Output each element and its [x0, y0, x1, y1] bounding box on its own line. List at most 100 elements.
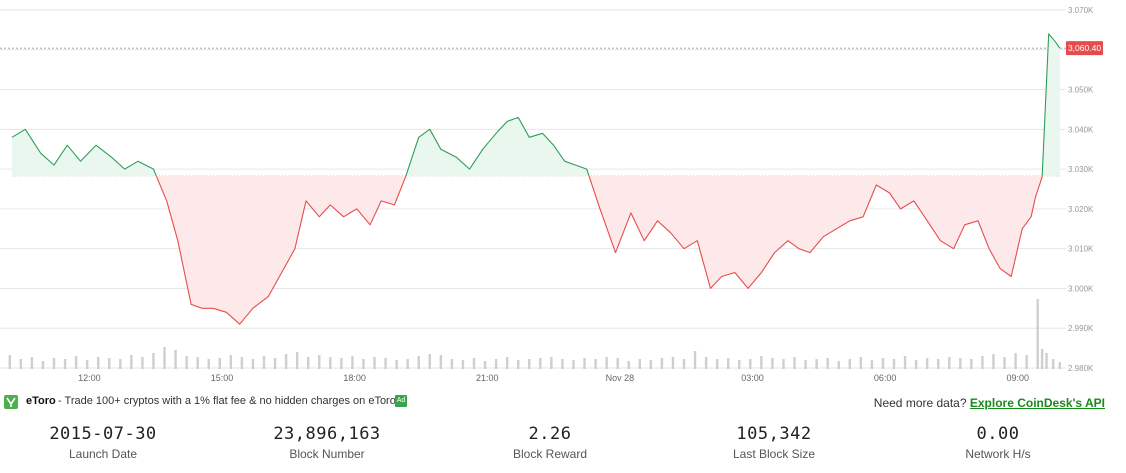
- volume-bar: [550, 357, 553, 369]
- volume-bar: [373, 357, 376, 369]
- volume-bar: [738, 360, 741, 369]
- ad-bar[interactable]: eToro - Trade 100+ cryptos with a 1% fla…: [0, 392, 1126, 412]
- stat-label: Block Number: [289, 447, 365, 461]
- volume-bar: [174, 350, 177, 369]
- y-tick-label: 2.980K: [1068, 364, 1094, 373]
- volume-bar: [804, 360, 807, 369]
- stat-last-block-size: 105,342 Last Block Size: [684, 424, 864, 461]
- volume-bar: [704, 357, 708, 369]
- volume-bar: [959, 358, 962, 369]
- volume-bar: [892, 359, 896, 369]
- volume-bar: [727, 358, 730, 369]
- volume-bar: [505, 357, 509, 369]
- ad-badge: Ad: [395, 395, 407, 407]
- x-tick-label: Nov 28: [606, 373, 635, 383]
- volume-bar: [384, 358, 387, 369]
- volume-bar: [8, 355, 11, 369]
- volume-bars: [8, 299, 1061, 369]
- volume-bar: [284, 354, 288, 369]
- volume-bar: [262, 356, 266, 369]
- stat-label: Network H/s: [965, 447, 1031, 461]
- x-tick-label: 21:00: [476, 373, 499, 383]
- ad-text[interactable]: - Trade 100+ cryptos with a 1% flat fee …: [58, 395, 399, 407]
- y-tick-label: 3.010K: [1068, 245, 1094, 254]
- volume-bar: [362, 359, 365, 369]
- volume-bar: [417, 356, 420, 369]
- volume-bar: [937, 359, 940, 369]
- volume-bar: [693, 351, 697, 369]
- volume-bar: [1045, 353, 1048, 369]
- stat-launch-date: 2015-07-30 Launch Date: [13, 424, 193, 461]
- volume-bar: [561, 359, 564, 369]
- line-up: [11, 128, 157, 177]
- explore-api-link[interactable]: Explore CoinDesk's API: [969, 396, 1105, 410]
- volume-bar: [1058, 362, 1061, 369]
- y-tick-label: 2.990K: [1068, 324, 1094, 333]
- volume-bar: [185, 356, 188, 369]
- volume-bar: [19, 359, 23, 369]
- last-price-label: 3,060.40: [1068, 43, 1101, 53]
- volume-bar: [351, 356, 354, 369]
- ad-brand[interactable]: eToro: [26, 395, 56, 407]
- volume-bar: [130, 355, 133, 369]
- price-chart[interactable]: 3.070K3.060K3.050K3.040K3.030K3.020K3.01…: [0, 0, 1126, 390]
- volume-bar: [340, 358, 343, 369]
- volume-bar: [826, 358, 829, 369]
- volume-bar: [528, 359, 531, 369]
- area-up: [12, 129, 157, 176]
- area-down: [589, 175, 1043, 289]
- volume-bar: [41, 361, 45, 369]
- y-tick-label: 3.050K: [1068, 86, 1094, 95]
- y-tick-label: 3.000K: [1068, 284, 1094, 293]
- volume-bar: [395, 360, 398, 369]
- volume-bar: [848, 359, 851, 369]
- volume-bar: [671, 357, 675, 369]
- etoro-logo-icon[interactable]: [4, 395, 18, 409]
- stat-label: Last Block Size: [732, 447, 816, 461]
- volume-bar: [1014, 353, 1017, 369]
- volume-bar: [152, 353, 155, 369]
- stat-block-reward: 2.26 Block Reward: [460, 424, 640, 461]
- chart-areas: [12, 33, 1060, 325]
- x-tick-label: 12:00: [78, 373, 101, 383]
- stats-row: 2015-07-30 Launch Date 23,896,163 Block …: [0, 424, 1126, 469]
- line-up: [1041, 33, 1061, 176]
- volume-bar: [406, 359, 409, 369]
- more-data: Need more data? Explore CoinDesk's API: [874, 396, 1105, 410]
- volume-bar: [1040, 349, 1044, 369]
- price-lines: [11, 33, 1061, 325]
- x-tick-label: 03:00: [741, 373, 764, 383]
- volume-bar: [572, 360, 575, 369]
- stat-value: 2.26: [528, 424, 572, 444]
- volume-bar: [218, 358, 221, 369]
- volume-bar: [461, 360, 465, 369]
- volume-bar: [97, 357, 100, 369]
- volume-bar: [494, 359, 498, 369]
- volume-bar: [229, 355, 233, 369]
- volume-bar: [903, 356, 907, 369]
- line-up: [405, 116, 590, 177]
- volume-bar: [1051, 359, 1055, 369]
- stat-value: 23,896,163: [273, 424, 381, 444]
- x-tick-label: 15:00: [211, 373, 234, 383]
- volume-bar: [74, 356, 78, 369]
- stat-label: Block Reward: [512, 447, 588, 461]
- volume-bar: [837, 361, 840, 369]
- volume-bar: [1036, 299, 1039, 369]
- more-data-label: Need more data?: [873, 396, 967, 410]
- stat-network-hashrate: 0.00 Network H/s: [908, 424, 1088, 461]
- volume-bar: [771, 358, 774, 369]
- volume-bar: [627, 361, 630, 369]
- y-tick-label: 3.020K: [1068, 205, 1094, 214]
- volume-bar: [881, 358, 885, 369]
- volume-bar: [295, 352, 299, 369]
- volume-bar: [870, 360, 874, 369]
- volume-bar: [970, 359, 973, 369]
- area-down: [156, 175, 406, 325]
- volume-bar: [483, 361, 487, 369]
- volume-bar: [649, 360, 653, 369]
- x-axis: 12:00 15:00 18:00 21:00 Nov 28 03:00 06:00 09:0…: [78, 373, 1029, 383]
- volume-bar: [141, 357, 144, 369]
- volume-bar: [307, 357, 310, 369]
- stat-value: 2015-07-30: [49, 424, 157, 444]
